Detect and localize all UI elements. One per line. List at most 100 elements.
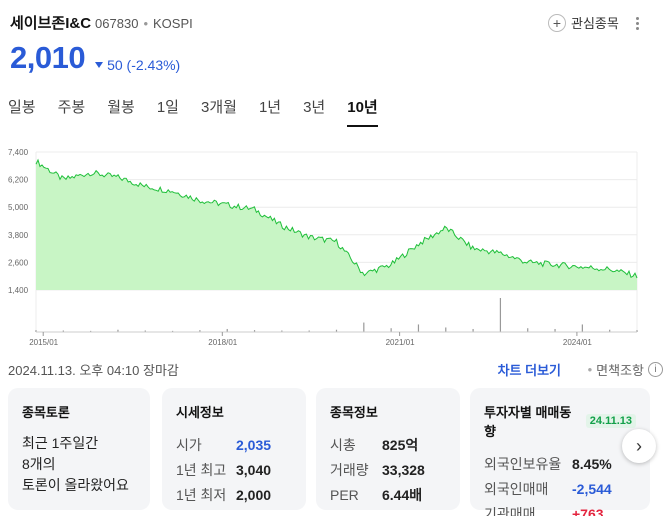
investor-key: 외국인보유율	[484, 456, 562, 472]
x-tick-label: 2021/01	[386, 338, 415, 347]
volume-bar	[390, 328, 392, 332]
y-tick-label: 5,000	[8, 203, 29, 212]
stock-info-value: 33,328	[382, 462, 425, 478]
volume-bar	[281, 330, 283, 332]
current-price: 2,010	[10, 40, 86, 75]
y-tick-label: 3,800	[8, 231, 29, 240]
volume-bar	[171, 330, 174, 332]
investor-value: 8.45%	[572, 456, 612, 472]
stock-info-key: 거래량	[330, 462, 369, 478]
market-timestamp: 2024.11.13. 오후 04:10 장마감	[8, 363, 179, 378]
y-tick-label: 6,200	[8, 176, 29, 185]
stock-info-row: 거래량 33,328	[330, 458, 446, 483]
volume-bar	[90, 330, 92, 332]
discussion-line-1: 최근 1주일간	[22, 435, 99, 451]
market-name: KOSPI	[153, 16, 193, 31]
investor-value: +763	[572, 506, 604, 516]
volume-bar	[472, 328, 474, 332]
volume-bar	[35, 330, 37, 332]
x-tick-label: 2018/01	[208, 338, 237, 347]
disclaimer-label: 면책조항	[596, 363, 644, 378]
info-icon: i	[648, 362, 663, 377]
investor-trend-date: 24.11.13	[585, 414, 636, 428]
market-info-value: 2,035	[236, 437, 272, 453]
price-row: 2,010 50 (-2.43%)	[10, 40, 180, 76]
stock-info-row: 시총 825억	[330, 433, 446, 458]
price-area-fill	[36, 160, 637, 290]
tab-0[interactable]: 일봉	[8, 99, 36, 116]
stock-info-card[interactable]: 종목정보 시총 825억 거래량 33,328 PER 6.44배	[316, 388, 460, 510]
investor-trend-title: 투자자별 매매동향	[484, 405, 572, 439]
volume-bar	[417, 324, 420, 332]
more-options-icon[interactable]	[630, 12, 644, 34]
down-triangle-icon	[95, 62, 104, 68]
discussion-card[interactable]: 종목토론 최근 1주일간 8개의 토론이 올라왔어요	[8, 388, 150, 510]
stock-info-value: 825억	[382, 437, 419, 453]
market-info-key: 1년 최고	[176, 462, 227, 478]
stock-info-title: 종목정보	[330, 405, 378, 420]
investor-trend-title-row: 투자자별 매매동향 24.11.13	[484, 402, 636, 440]
volume-bar	[308, 330, 310, 332]
price-change-text: 50 (-2.43%)	[107, 57, 181, 73]
stock-header: 세이브존I&C 067830 • KOSPI	[10, 12, 193, 34]
tab-3[interactable]: 1일	[156, 99, 179, 116]
tab-5[interactable]: 1년	[258, 99, 282, 116]
stock-name[interactable]: 세이브존I&C	[10, 15, 92, 32]
y-tick-label: 7,400	[8, 148, 29, 157]
tab-1[interactable]: 주봉	[57, 99, 86, 116]
next-card-button[interactable]: ›	[622, 429, 656, 463]
market-info-row: 시가 2,035	[176, 433, 292, 458]
discussion-line-3: 토론이 올라왔어요	[22, 477, 129, 493]
investor-trend-card[interactable]: 투자자별 매매동향 24.11.13 외국인보유율 8.45% 외국인매매 -2…	[470, 388, 650, 516]
volume-bar	[253, 330, 256, 332]
market-info-row: 1년 최저 2,000	[176, 483, 292, 508]
y-tick-label: 2,600	[8, 258, 29, 267]
volume-bar	[554, 328, 556, 332]
stock-code: 067830	[95, 16, 139, 31]
x-tick-label: 2024/01	[563, 338, 592, 347]
disclaimer-link[interactable]: • 면책조항 i	[588, 360, 663, 379]
price-change: 50 (-2.43%)	[95, 57, 180, 73]
chevron-right-icon: ›	[636, 435, 642, 456]
price-line	[35, 158, 638, 279]
header-separator: •	[143, 16, 148, 31]
volume-bar	[117, 329, 119, 332]
stock-info-row: PER 6.44배	[330, 483, 446, 508]
market-info-card[interactable]: 시세정보 시가 2,035 1년 최고 3,040 1년 최저 2,000	[162, 388, 306, 510]
volume-bar	[445, 327, 447, 332]
volume-bar	[226, 328, 228, 332]
tab-6[interactable]: 3년	[303, 99, 326, 116]
volume-bar	[581, 324, 583, 332]
discussion-title: 종목토론	[22, 405, 70, 420]
investor-row: 기관매매 +763	[484, 502, 636, 516]
x-tick-label: 2015/01	[29, 338, 58, 347]
market-info-key: 시가	[176, 437, 202, 453]
market-info-value: 2,000	[236, 487, 272, 503]
volume-bar	[636, 330, 638, 332]
volume-bar	[62, 330, 64, 332]
market-info-row: 1년 최고 3,040	[176, 458, 292, 483]
market-info-title: 시세정보	[176, 405, 224, 420]
plus-icon: +	[548, 13, 566, 32]
tab-2[interactable]: 월봉	[107, 99, 135, 116]
period-tabs: 일봉 주봉 월봉 1일 3개월 1년 3년 10년	[8, 96, 400, 127]
chart-more-link[interactable]: 차트 더보기	[497, 363, 561, 378]
volume-bar	[363, 322, 365, 332]
stock-info-key: PER	[330, 487, 359, 503]
price-chart[interactable]: 7,400 6,200 5,000 3,800 2,600 1,400 2015/01 201…	[0, 140, 671, 355]
tab-4[interactable]: 3개월	[200, 99, 237, 116]
chart-info-row: 2024.11.13. 오후 04:10 장마감 차트 더보기 • 면책조항 i	[8, 360, 663, 380]
volume-bar	[335, 329, 338, 332]
y-tick-label: 1,400	[8, 286, 29, 295]
volume-bar	[199, 330, 201, 332]
volume-bar	[527, 328, 529, 332]
tab-7[interactable]: 10년	[347, 96, 378, 127]
market-info-value: 3,040	[236, 462, 272, 478]
add-favorite-button[interactable]: + 관심종목	[548, 13, 619, 32]
market-info-key: 1년 최저	[176, 487, 227, 503]
discussion-line-2: 8개의	[22, 456, 56, 472]
investor-value: -2,544	[572, 481, 612, 497]
investor-key: 기관매매	[484, 506, 536, 516]
stock-info-key: 시총	[330, 437, 356, 453]
investor-row: 외국인보유율 8.45%	[484, 452, 636, 477]
